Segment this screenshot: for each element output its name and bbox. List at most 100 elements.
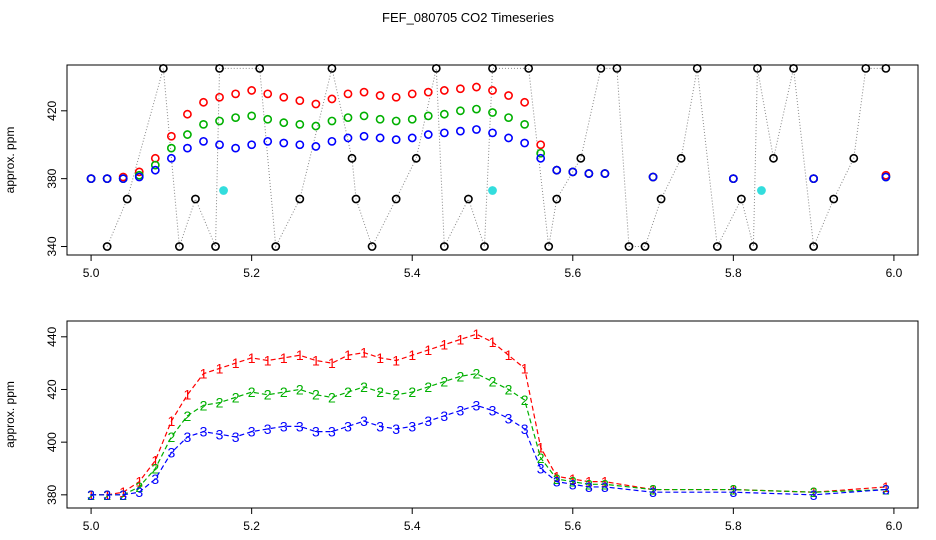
marker-series-2: 2 [649,482,657,498]
y-tick-label: 340 [45,236,59,256]
marker-series-3: 3 [119,487,127,503]
marker-series-3: 3 [553,474,561,490]
point-green [263,114,273,124]
line-series-1 [91,333,886,496]
point-black [576,153,586,163]
point-green [343,113,353,122]
marker-series-2: 2 [553,471,561,487]
line-series-3 [91,404,886,496]
marker-series-3: 3 [103,487,111,503]
marker-series-3: 3 [585,479,593,495]
point-black [789,63,798,73]
point-black [849,153,859,163]
marker-series-3: 3 [882,482,890,498]
point-cyan [488,186,497,195]
marker-series-2: 2 [296,381,304,397]
point-red [166,131,176,141]
marker-series-3: 3 [344,418,352,434]
point-black [367,242,377,251]
y-axis-label: approx. ppm [3,381,17,448]
point-blue [600,169,610,178]
marker-series-3: 3 [87,487,95,503]
marker-series-3: 3 [360,413,368,429]
point-green [472,104,481,114]
marker-series-2: 2 [167,429,175,445]
marker-series-1: 1 [312,353,320,369]
marker-series-2: 2 [440,374,448,390]
point-black [102,242,112,251]
point-red [504,91,513,100]
marker-series-1: 1 [344,347,352,363]
marker-series-3: 3 [328,424,336,440]
point-blue [439,128,449,138]
marker-series-1: 1 [184,387,192,403]
marker-series-2: 2 [537,450,545,466]
point-green [295,119,305,129]
point-blue [231,143,240,153]
marker-series-3: 3 [649,484,657,500]
point-red [327,94,337,104]
point-blue [295,140,305,150]
marker-series-2: 2 [505,381,513,397]
marker-series-1: 1 [167,413,175,429]
plot-frame [66,320,919,509]
marker-series-2: 2 [151,460,159,476]
point-blue [215,140,224,150]
marker-series-2: 2 [312,387,320,403]
point-green [327,116,337,126]
marker-series-1: 1 [296,347,304,363]
point-black [347,153,357,163]
point-black [624,242,634,251]
point-red [215,92,224,102]
point-black [656,194,666,204]
x-tick-label: 5.6 [564,519,581,533]
point-black [464,194,473,204]
marker-series-3: 3 [440,408,448,424]
x-tick-label: 5.8 [725,266,742,280]
point-blue [552,165,562,175]
point-red [472,82,481,92]
marker-series-2: 2 [376,384,384,400]
marker-series-2: 2 [248,384,256,400]
point-green [247,111,257,121]
point-cyan [757,186,766,195]
point-black [676,153,686,163]
point-red [439,86,449,95]
marker-series-1: 1 [601,474,609,490]
marker-series-3: 3 [184,429,192,445]
point-green [504,113,513,122]
y-tick-label: 440 [45,326,59,346]
point-green [183,130,192,139]
x-tick-label: 5.6 [564,266,581,280]
point-green [215,116,224,126]
marker-series-3: 3 [248,424,256,440]
y-tick-label: 420 [45,379,59,399]
x-tick-label: 5.4 [404,266,421,280]
point-red [359,87,369,97]
point-red [263,89,273,99]
point-blue [536,153,546,163]
marker-series-2: 2 [264,387,272,403]
x-tick-label: 6.0 [886,519,903,533]
point-green [520,119,530,129]
point-blue [279,138,289,148]
marker-series-1: 1 [569,471,577,487]
point-blue [311,142,321,151]
marker-series-3: 3 [569,476,577,492]
point-red [423,87,433,97]
point-blue [584,169,594,178]
marker-series-1: 1 [135,474,143,490]
point-blue [472,125,481,134]
x-tick-label: 5.0 [83,519,100,533]
marker-series-3: 3 [424,413,432,429]
x-tick-label: 5.2 [243,266,260,280]
marker-series-3: 3 [232,429,240,445]
point-blue [263,136,273,146]
x-tick-label: 5.0 [83,266,100,280]
point-blue [86,174,96,184]
marker-series-3: 3 [489,403,497,419]
outlier-connector-line [106,67,886,249]
point-black [712,242,722,251]
marker-series-1: 1 [882,479,890,495]
